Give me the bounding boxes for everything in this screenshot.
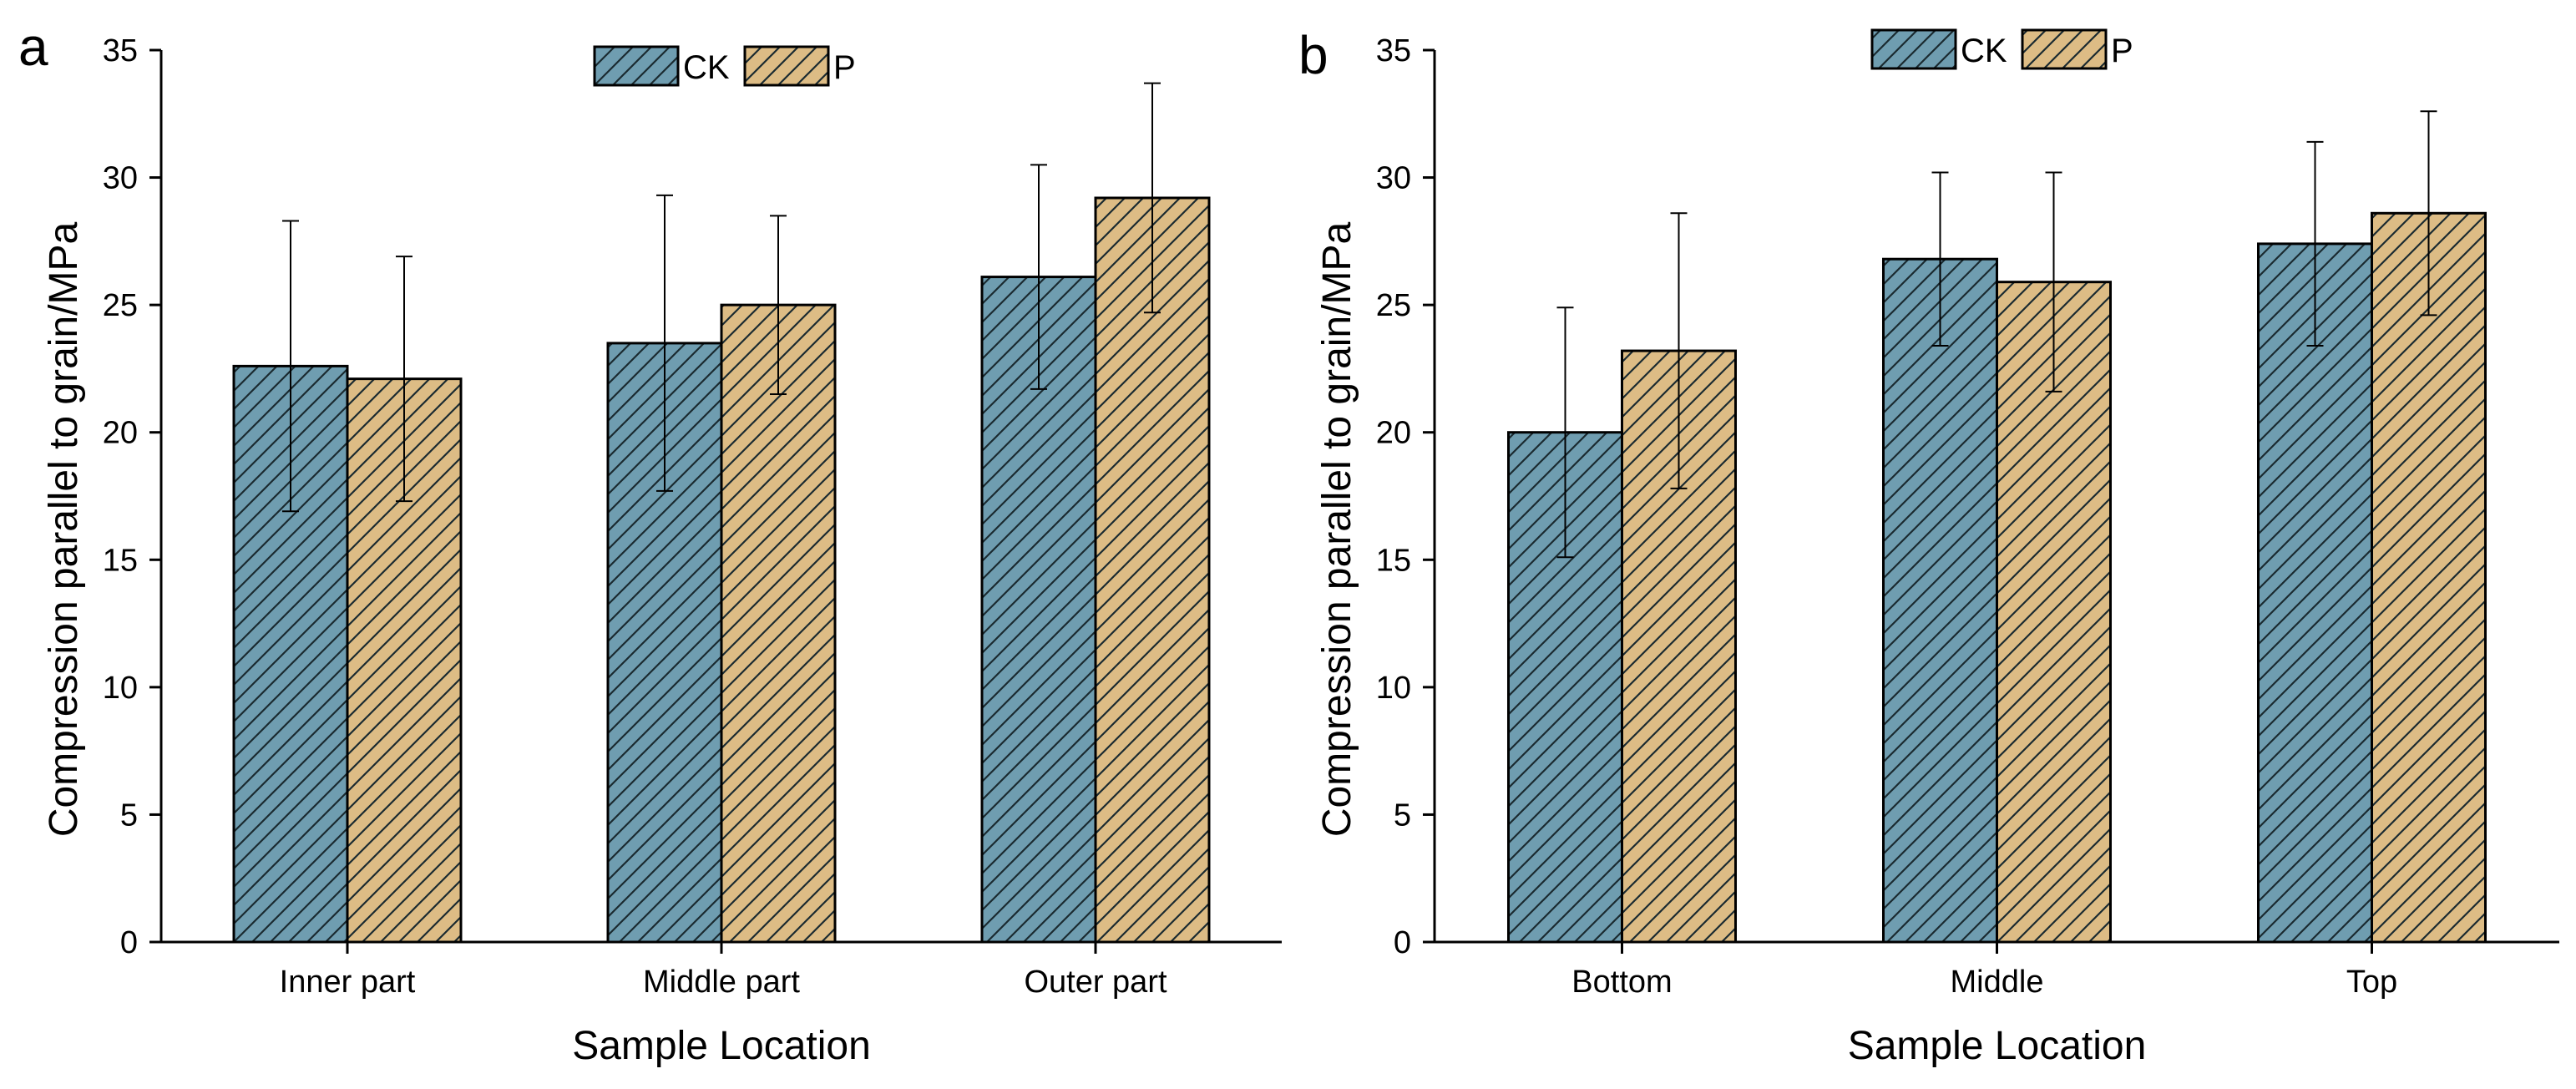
chart-panel-a: a 0 5 10 15 20 25 30 35 Compression parallel to g… — [18, 17, 1282, 1068]
bar-ck — [1882, 257, 1998, 944]
x-tick-label: Middle part — [643, 965, 800, 1000]
legend: CK P — [593, 45, 856, 87]
y-tick-label: 15 — [1376, 543, 1411, 578]
y-axis-title: Compression parallel to grain/MPa — [1315, 222, 1359, 838]
y-tick-label: 5 — [1394, 798, 1411, 833]
y-tick-label: 20 — [103, 416, 138, 451]
legend-swatch-p — [743, 45, 830, 87]
y-tick-label: 30 — [103, 161, 138, 196]
legend-swatch-ck — [593, 45, 680, 87]
x-tick-label: Inner part — [280, 965, 416, 1000]
x-axis-title: Sample Location — [572, 1024, 871, 1068]
x-tick-label: Outer part — [1024, 965, 1167, 1000]
y-tick-label: 10 — [103, 671, 138, 706]
y-tick-label: 35 — [103, 33, 138, 68]
bar-p — [1094, 196, 1211, 944]
x-tick-label: Bottom — [1571, 965, 1672, 1000]
legend-label-ck: CK — [683, 49, 730, 86]
legend-label-p: P — [2111, 33, 2133, 69]
y-tick-label: 35 — [1376, 33, 1411, 68]
bar-ck — [2257, 242, 2373, 944]
y-tick-label: 0 — [120, 925, 138, 960]
x-tick-label: Top — [2346, 965, 2397, 1000]
y-tick-label: 5 — [120, 798, 138, 833]
chart-panel-b: b 0 5 10 15 20 25 30 35 Compression parallel to g… — [1298, 25, 2559, 1068]
legend-swatch-p — [2021, 28, 2108, 70]
y-tick-label: 10 — [1376, 671, 1411, 706]
x-axis-title: Sample Location — [1848, 1024, 2147, 1068]
y-tick-label: 25 — [103, 288, 138, 323]
panel-letter: b — [1298, 25, 1328, 85]
legend-label-ck: CK — [1961, 33, 2007, 69]
legend-swatch-ck — [1870, 28, 1957, 70]
bar-p — [720, 303, 837, 944]
y-tick-label: 20 — [1376, 416, 1411, 451]
y-tick-label: 0 — [1394, 925, 1411, 960]
legend-label-p: P — [833, 49, 856, 86]
y-tick-label: 30 — [1376, 161, 1411, 196]
legend: CK P — [1870, 28, 2133, 70]
panel-letter: a — [18, 17, 48, 77]
x-tick-label: Middle — [1951, 965, 2044, 1000]
y-axis-title: Compression parallel to grain/MPa — [42, 222, 86, 838]
bar-p — [2371, 211, 2487, 944]
y-tick-label: 25 — [1376, 288, 1411, 323]
y-tick-label: 15 — [103, 543, 138, 578]
